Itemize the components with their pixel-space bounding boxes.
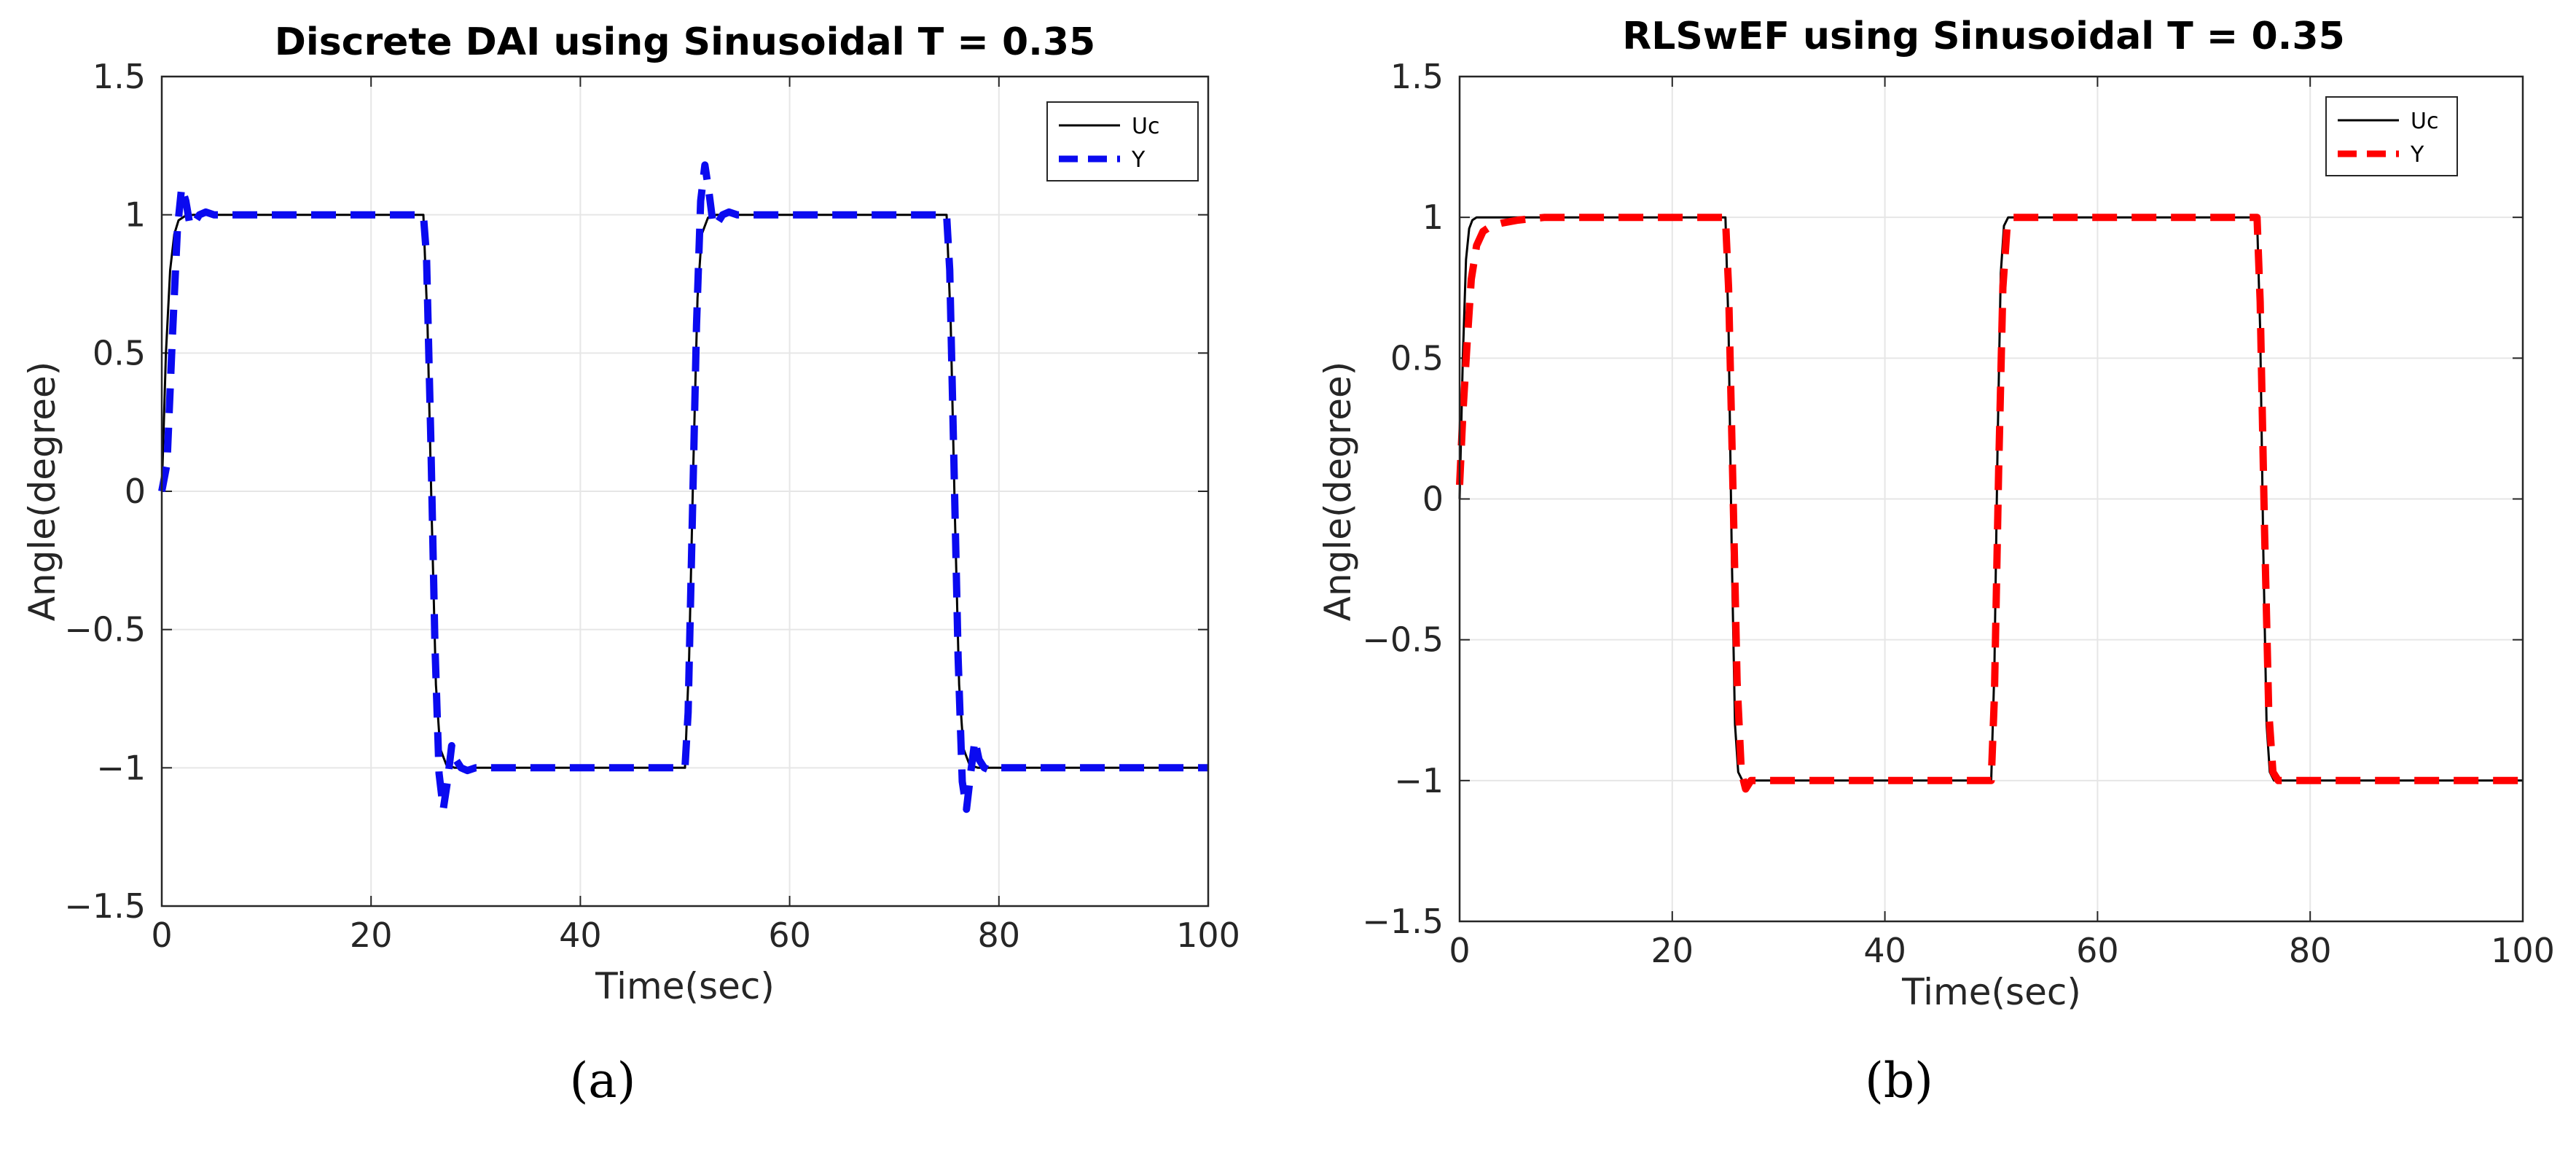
y-tick-label: 0 [125, 472, 146, 511]
x-tick-label: 0 [1449, 931, 1470, 970]
x-tick-label: 20 [1651, 931, 1694, 970]
series-line-y [1456, 214, 2523, 793]
y-tick-label: −0.5 [1362, 620, 1444, 660]
y-tick-label: 1.5 [1390, 57, 1444, 96]
panel-label: (a) [570, 1053, 636, 1109]
x-tick-label: 0 [151, 916, 172, 955]
y-axis-label: Angle(degree) [21, 362, 63, 622]
y-tick-label: 0.5 [1390, 338, 1444, 378]
legend: Uc Y [1046, 101, 1199, 182]
x-tick-label: 40 [559, 916, 602, 955]
y-tick-label: 1.5 [93, 57, 146, 96]
y-axis-label: Angle(degree) [1317, 362, 1359, 622]
chart-panel-b: 0 20 40 60 80 100 −1.5 −1 −0.5 0 0.5 1 1.5 Uc Y RLSwEF … [1317, 15, 2555, 1109]
legend: Uc Y [2325, 96, 2458, 176]
chart-title: RLSwEF using Sinusoidal T = 0.35 [1622, 15, 2345, 58]
legend-label-uc: Uc [2411, 109, 2438, 134]
legend-label-uc: Uc [1132, 114, 1159, 139]
x-tick-label: 100 [1176, 916, 1240, 955]
axes-box [1458, 75, 2524, 923]
y-tick-label: 0.5 [93, 333, 146, 372]
x-tick-label: 100 [2491, 931, 2555, 970]
y-tick-label: 0 [1422, 480, 1444, 519]
x-axis-label: Time(sec) [595, 965, 775, 1007]
x-tick-label: 60 [768, 916, 811, 955]
x-tick-label: 80 [978, 916, 1021, 955]
y-tick-label: 1 [125, 195, 146, 235]
panel-label: (b) [1865, 1053, 1933, 1109]
y-tick-label: 1 [1422, 198, 1444, 237]
y-tick-label: −1.5 [64, 886, 146, 926]
x-axis-label: Time(sec) [1901, 971, 2081, 1013]
axes-box [160, 75, 1210, 908]
legend-box [1046, 101, 1199, 182]
y-tick-label: −1.5 [1362, 902, 1444, 941]
x-tick-label: 60 [2076, 931, 2119, 970]
x-tick-label: 40 [1863, 931, 1906, 970]
legend-label-y: Y [2410, 142, 2424, 168]
y-tick-label: −0.5 [64, 610, 146, 649]
legend-box [2325, 96, 2458, 176]
y-tick-label: −1 [1394, 761, 1444, 800]
x-tick-label: 80 [2289, 931, 2332, 970]
chart-panel-a: 0 20 40 60 80 100 −1.5 −1 −0.5 0 0.5 1 1.5 Uc Y Discret… [21, 20, 1240, 1109]
legend-label-y: Y [1131, 147, 1146, 173]
chart-title: Discrete DAI using Sinusoidal T = 0.35 [275, 20, 1096, 64]
series-line-y [158, 161, 1208, 813]
y-tick-label: −1 [96, 748, 146, 787]
x-tick-label: 20 [350, 916, 393, 955]
